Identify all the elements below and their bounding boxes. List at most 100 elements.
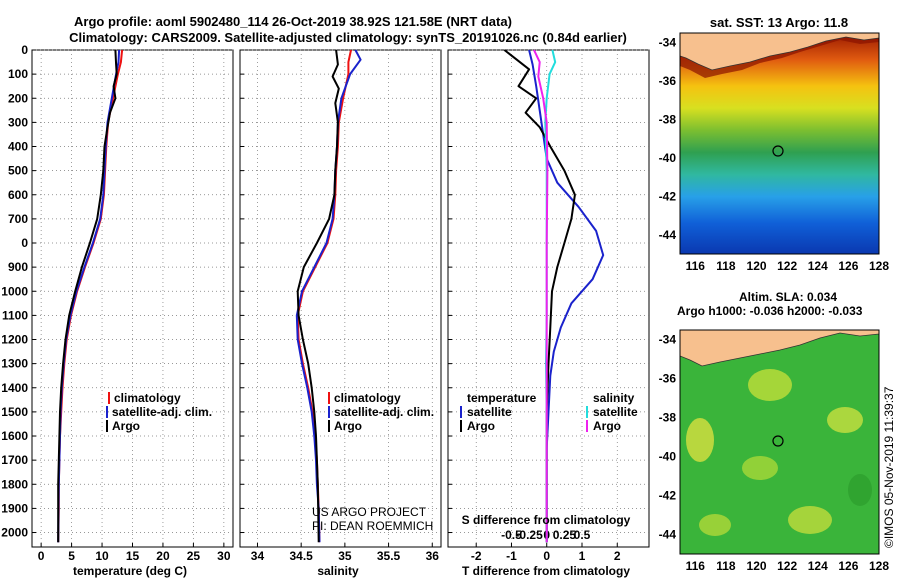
sla-map-tick-labels: 116 118 120 122 124 126 128 -34 -36 -38 -40 -42 -44 [659, 333, 890, 573]
map-lat-label: -40 [659, 450, 677, 464]
series-line-satellite-adj-clim- [295, 49, 362, 543]
map-lat-label: -36 [659, 74, 677, 88]
map-lat-label: -40 [659, 151, 677, 165]
x-tick-label: -2 [471, 549, 482, 563]
sla-blob [848, 474, 872, 506]
x-tick-label: 34 [251, 549, 265, 563]
sst-float-marker [772, 145, 784, 157]
s-tick-label: -0.5 [501, 528, 522, 542]
sst-map-title: sat. SST: 13 Argo: 11.8 [710, 15, 848, 30]
x-tick-label: 35 [338, 549, 352, 563]
difference-axis-label: T difference from climatology [462, 564, 630, 578]
depth-tick-label: 400 [8, 140, 28, 154]
x-tick-label: 10 [95, 549, 109, 563]
map-lon-label: 128 [869, 259, 889, 273]
salinity-axis-label: salinity [317, 564, 359, 578]
map-lon-label: 128 [869, 559, 889, 573]
map-lat-label: -34 [659, 36, 677, 50]
map-lon-label: 126 [838, 559, 858, 573]
s-difference-axis-label: S difference from climatology [462, 513, 631, 527]
x-tick-label: 25 [187, 549, 201, 563]
depth-tick-label: 0 [21, 43, 28, 57]
map-lon-label: 116 [686, 559, 706, 573]
depth-tick-label: 1000 [1, 284, 28, 298]
series-line-satellite-adj-clim- [57, 49, 121, 543]
x-tick-label: 20 [156, 549, 170, 563]
depth-tick-label: 1100 [2, 308, 28, 322]
map-lat-label: -36 [659, 372, 677, 386]
depth-tick-label: 1400 [1, 381, 28, 395]
sla-map-frame [679, 329, 880, 555]
sst-map-frame [679, 32, 880, 255]
temperature-tick-labels: 0 5 10 15 20 25 30 [38, 549, 231, 563]
depth-tick-label: 1700 [1, 453, 28, 467]
depth-tick-label: 500 [8, 164, 28, 178]
depth-tick-label: 900 [8, 260, 28, 274]
depth-tick-label: 1600 [1, 429, 28, 443]
salinity-lines [295, 49, 362, 543]
legend-label-satellite: satellite-adj. clim. [112, 405, 212, 419]
series-line-salinity-argo [533, 49, 549, 543]
sla-land [680, 330, 879, 367]
depth-tick-label: 600 [8, 188, 28, 202]
pi-credit: PI: DEAN ROEMMICH [312, 519, 433, 533]
legend-label-t-argo: Argo [467, 419, 495, 433]
sla-float-marker [772, 435, 784, 447]
depth-tick-label: 1200 [1, 333, 28, 347]
figure-title-line1: Argo profile: aoml 5902480_114 26-Oct-20… [74, 14, 512, 29]
depth-tick-label: 200 [8, 91, 28, 105]
series-line-argo [296, 49, 340, 543]
difference-tick-labels: -2 -1 0 1 2-0.5-0.25 0 0.250.5 [471, 528, 621, 563]
map-lat-label: -42 [659, 489, 677, 503]
sla-blob [699, 514, 731, 536]
depth-tick-label: 0 [21, 236, 28, 250]
x-tick-label: 0 [543, 549, 550, 563]
depth-tick-label: 1300 [1, 357, 28, 371]
x-tick-label: 2 [614, 549, 621, 563]
series-line-climatology [296, 49, 352, 543]
x-tick-label: 5 [68, 549, 75, 563]
difference-grid [448, 49, 649, 547]
map-lon-label: 116 [686, 259, 706, 273]
map-lon-label: 118 [716, 559, 736, 573]
legend-label-climatology: climatology [334, 391, 401, 405]
series-line-temperature-argo [503, 49, 576, 543]
difference-legend: temperature satellite Argo salinity sate… [460, 391, 638, 433]
x-tick-label: 36 [426, 549, 440, 563]
map-lon-label: 120 [747, 559, 767, 573]
difference-panel-frame [447, 49, 650, 548]
sst-land [680, 33, 879, 71]
map-lon-label: 122 [777, 259, 797, 273]
map-lon-label: 124 [808, 559, 828, 573]
x-tick-label: 30 [217, 549, 231, 563]
map-lon-label: 126 [838, 259, 858, 273]
map-lat-label: -44 [659, 228, 677, 242]
depth-tick-label: 1800 [1, 477, 28, 491]
project-credit: US ARGO PROJECT [312, 505, 427, 519]
sla-blob [827, 407, 863, 433]
sla-map-title-line1: Altim. SLA: 0.034 [739, 290, 837, 304]
sla-blob [686, 418, 714, 462]
salinity-grid [240, 49, 441, 547]
sst-map-tick-labels: 116 118 120 122 124 126 128 -34 -36 -38 -40 -42 -44 [659, 36, 890, 273]
depth-tick-label: 2000 [1, 526, 28, 540]
map-lon-label: 120 [747, 259, 767, 273]
map-lat-label: -38 [659, 112, 677, 126]
temperature-grid [32, 49, 233, 547]
salinity-panel-frame [239, 49, 442, 548]
sla-map-image [680, 330, 879, 554]
x-tick-label: -1 [506, 549, 517, 563]
legend-label-t-satellite: satellite [467, 405, 512, 419]
map-lat-label: -38 [659, 411, 677, 425]
temperature-axis-label: temperature (deg C) [73, 564, 187, 578]
temperature-legend: climatology satellite-adj. clim. Argo [106, 391, 212, 433]
depth-tick-label: 1900 [1, 501, 28, 515]
legend-label-s-satellite: satellite [593, 405, 638, 419]
map-lon-label: 124 [808, 259, 828, 273]
x-tick-label: 1 [579, 549, 586, 563]
series-line-argo [57, 49, 118, 543]
s-tick-label: 0.25 [553, 528, 577, 542]
temperature-lines [57, 49, 124, 543]
depth-tick-label: 300 [8, 115, 28, 129]
difference-lines [503, 49, 605, 543]
